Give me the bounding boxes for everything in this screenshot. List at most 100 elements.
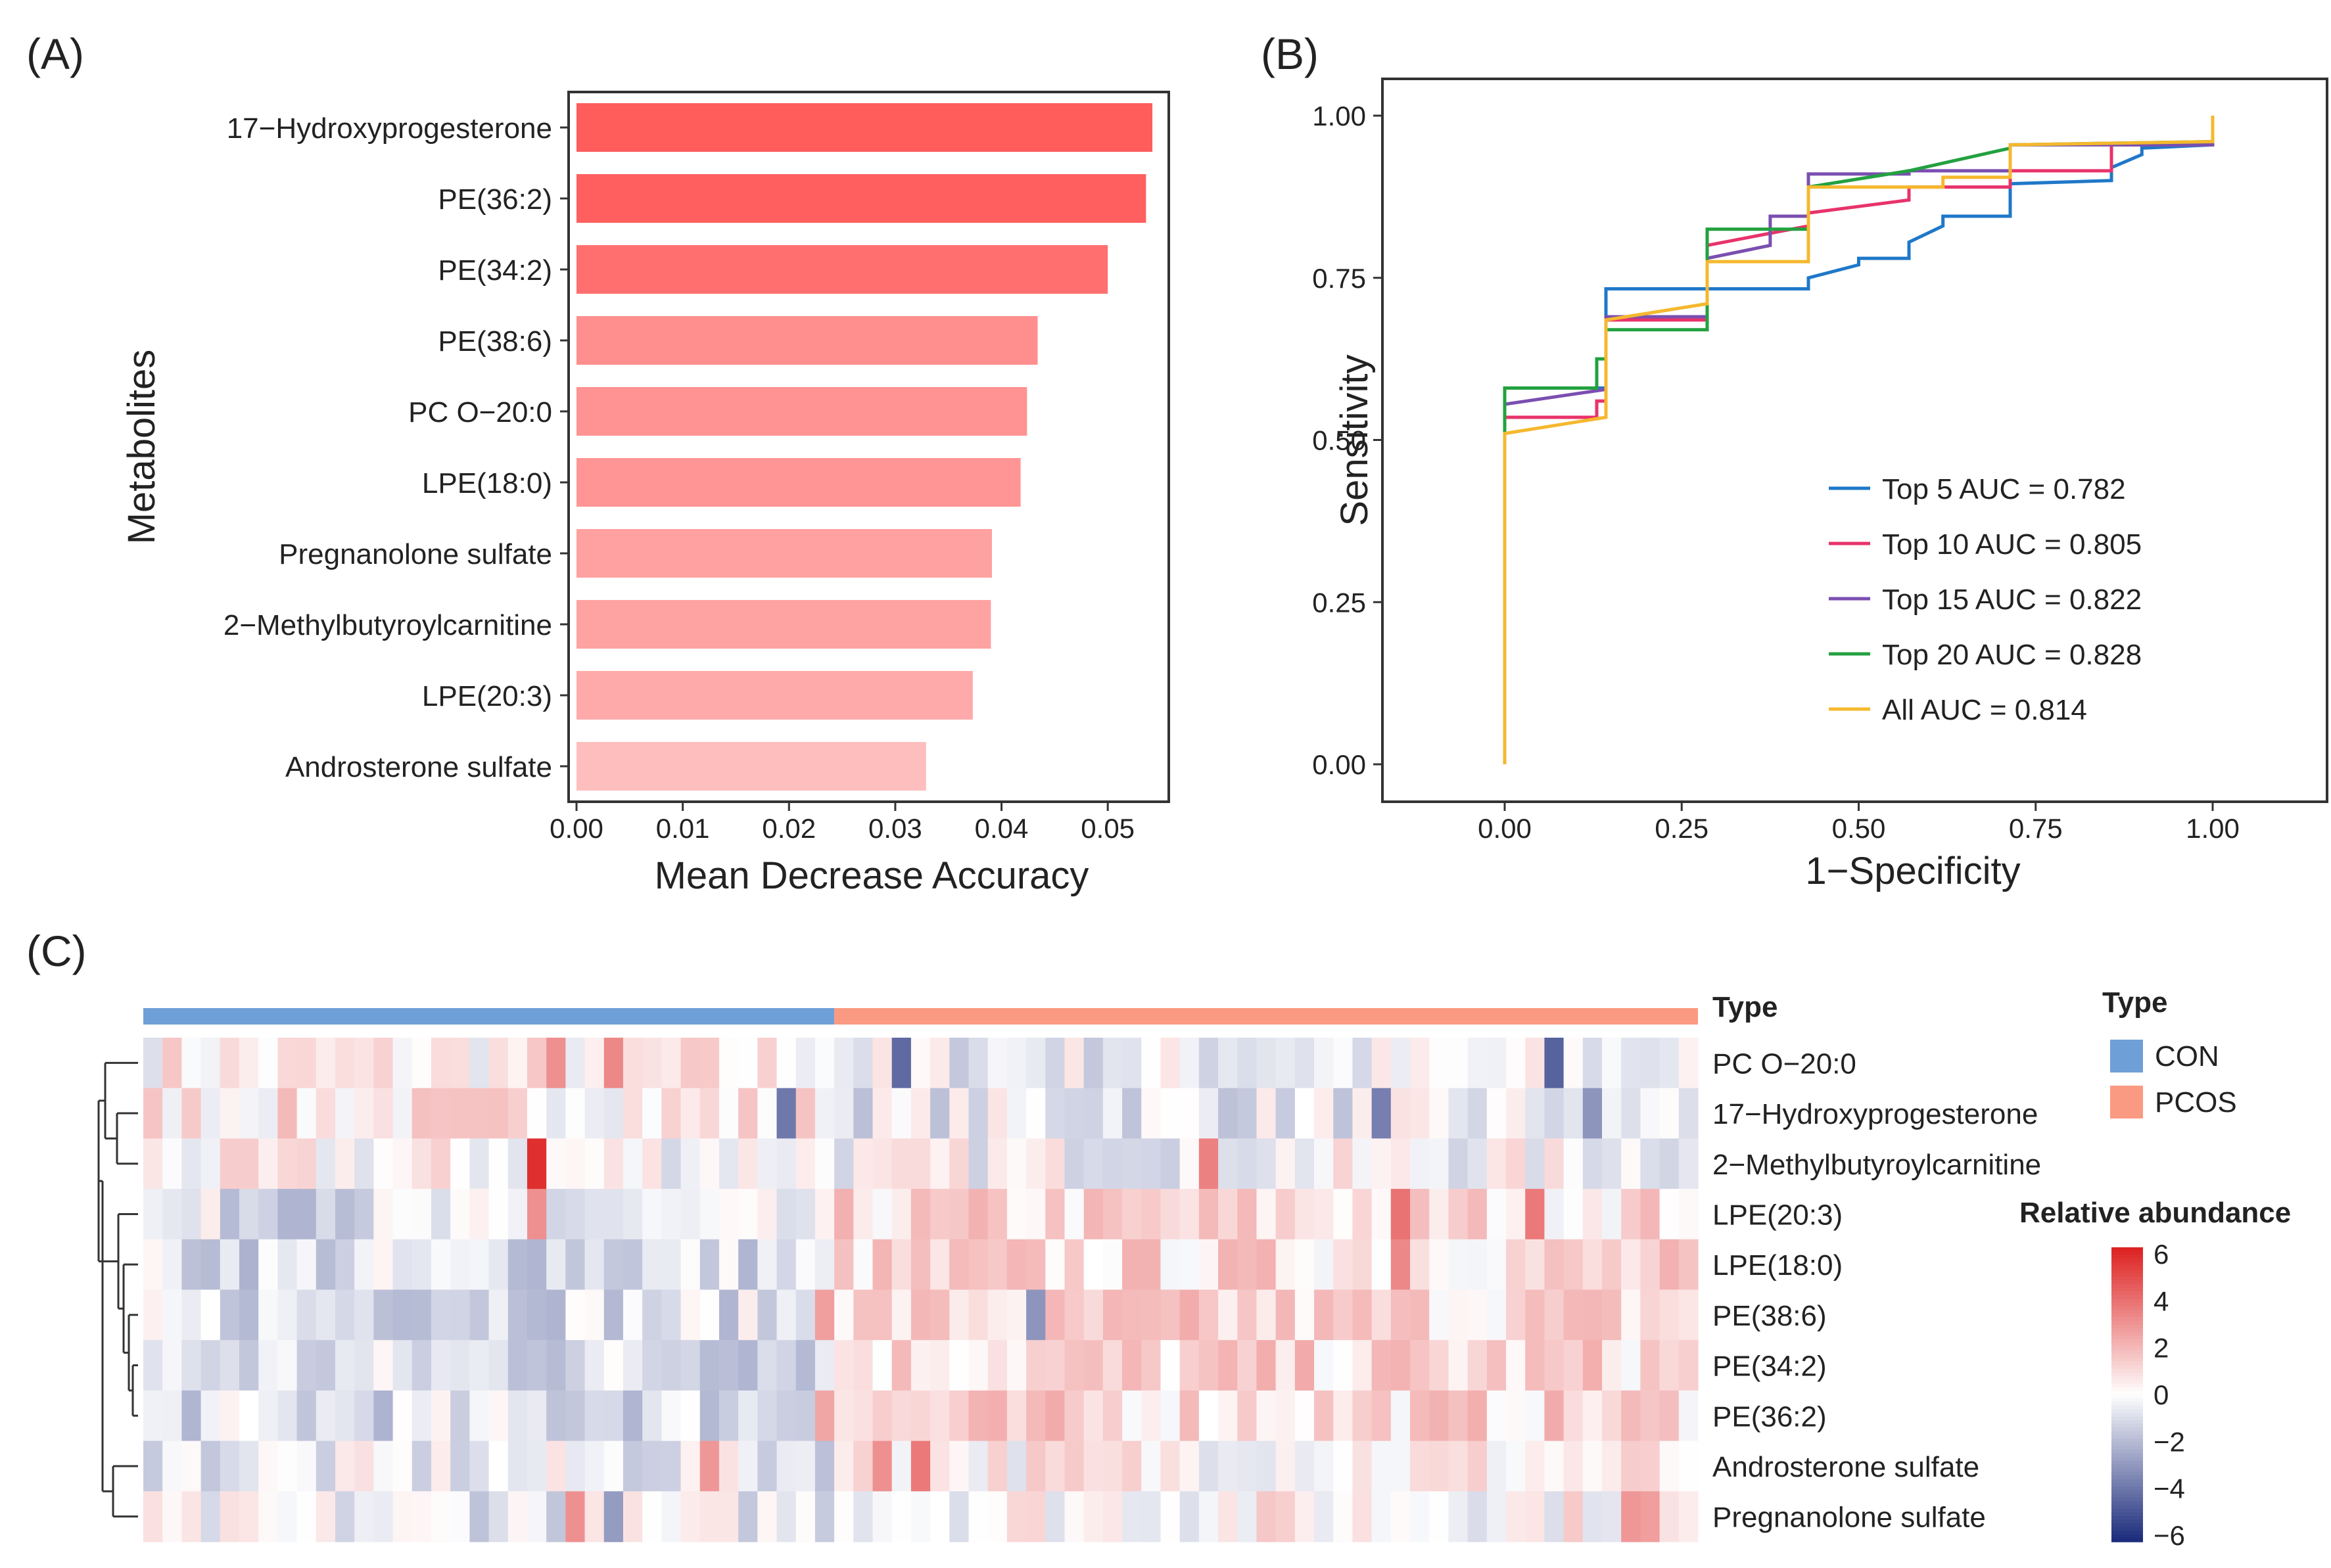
bar-category-label: Pregnanolone sulfate (279, 538, 552, 570)
heat-cell (335, 1390, 355, 1442)
heat-cell (1429, 1189, 1449, 1240)
colorbar-segment (2111, 1280, 2143, 1285)
heat-cell (1678, 1239, 1699, 1291)
heat-cell (469, 1491, 490, 1542)
colorbar-segment (2111, 1487, 2143, 1491)
heat-cell (200, 1088, 221, 1139)
heat-cell (891, 1390, 912, 1442)
heat-cell (1256, 1340, 1277, 1391)
heat-cell (1410, 1289, 1430, 1341)
heat-cell (354, 1038, 374, 1089)
heat-cell (200, 1491, 221, 1542)
heat-cell (1275, 1491, 1296, 1542)
heat-cell (1218, 1289, 1238, 1341)
heat-cell (738, 1138, 758, 1189)
colorbar-segment (2111, 1427, 2143, 1432)
bar-category-label: PC O−20:0 (408, 396, 552, 428)
heat-cell (507, 1289, 528, 1341)
heat-cell (1160, 1138, 1181, 1189)
heat-cell (392, 1138, 413, 1189)
heat-cell (757, 1390, 778, 1442)
heat-cell (450, 1390, 470, 1442)
heat-cell (565, 1289, 586, 1341)
heat-cell (431, 1138, 451, 1189)
colorbar-tick-label: 0 (2154, 1379, 2169, 1410)
heat-cell (1314, 1088, 1334, 1139)
heat-cell (1275, 1138, 1296, 1189)
heat-cell (1678, 1189, 1699, 1240)
heat-cell (1390, 1289, 1411, 1341)
heat-cell (891, 1239, 912, 1291)
heat-cell (258, 1441, 278, 1492)
heat-cell (738, 1189, 758, 1240)
heat-cell (1390, 1088, 1411, 1139)
heat-cell (1640, 1189, 1660, 1240)
heat-cell (1371, 1138, 1392, 1189)
heat-cell (1544, 1088, 1565, 1139)
heat-cell (143, 1491, 163, 1542)
heat-cell (1371, 1340, 1392, 1391)
heat-cell (507, 1390, 528, 1442)
heat-cell (1621, 1390, 1641, 1442)
heat-cell (258, 1138, 278, 1189)
bar-category-label: LPE(18:0) (422, 467, 552, 499)
bar-x-tick-label: 0.00 (550, 813, 603, 844)
type-annotation-con (143, 1008, 835, 1025)
heat-cell (987, 1340, 1008, 1391)
heat-cell (546, 1390, 566, 1442)
heat-cell (220, 1390, 240, 1442)
heat-cell (1486, 1138, 1507, 1189)
heat-cell (1198, 1390, 1219, 1442)
heat-cell (1064, 1138, 1085, 1189)
heat-cell (1467, 1340, 1488, 1391)
heat-cell (872, 1340, 893, 1391)
heat-cell (239, 1390, 259, 1442)
heat-cell (834, 1239, 854, 1291)
heat-cell (1218, 1491, 1238, 1542)
heat-cell (1467, 1088, 1488, 1139)
heat-cell (1275, 1239, 1296, 1291)
heat-cell (1621, 1189, 1641, 1240)
heat-cell (1141, 1340, 1162, 1391)
colorbar-tick-label: 6 (2154, 1239, 2169, 1270)
heat-cell (1486, 1340, 1507, 1391)
heat-cell (623, 1390, 643, 1442)
heat-cell (431, 1340, 451, 1391)
heat-cell (565, 1088, 586, 1139)
heat-cell (1410, 1038, 1430, 1089)
heat-cell (757, 1491, 778, 1542)
colorbar-segment (2111, 1376, 2143, 1381)
heat-cell (642, 1088, 662, 1139)
heat-cell (1314, 1491, 1334, 1542)
heat-cell (1256, 1289, 1277, 1341)
heat-cell (795, 1239, 816, 1291)
heat-cell (814, 1441, 835, 1492)
heat-cell (546, 1340, 566, 1391)
heat-cell (1102, 1088, 1123, 1139)
heat-cell (431, 1239, 451, 1291)
heat-cell (1160, 1088, 1181, 1139)
heat-cell (1026, 1038, 1046, 1089)
heat-cell (1678, 1088, 1699, 1139)
heat-cell (1640, 1239, 1660, 1291)
bar-8 (577, 671, 973, 720)
heat-cell (1256, 1138, 1277, 1189)
heat-cell (949, 1239, 970, 1291)
heat-cell (335, 1088, 355, 1139)
heat-cell (718, 1340, 739, 1391)
heat-cell (1582, 1038, 1603, 1089)
heat-cell (1179, 1390, 1200, 1442)
heat-cell (1640, 1088, 1660, 1139)
heat-cell (814, 1340, 835, 1391)
roc-line-4 (1503, 116, 2215, 764)
heat-cell (1314, 1340, 1334, 1391)
heat-cell (1179, 1340, 1200, 1391)
heat-cell (1640, 1038, 1660, 1089)
roc-chart: 0.00 0.25 0.50 0.75 1.00 0.00 0.25 0.50 0.75 1.00… (1312, 78, 2328, 892)
heat-cell (1640, 1138, 1660, 1189)
heat-cell (162, 1340, 182, 1391)
heat-cell (354, 1340, 374, 1391)
heat-cell (488, 1289, 509, 1341)
heat-cell (296, 1088, 317, 1139)
heat-cell (546, 1138, 566, 1189)
